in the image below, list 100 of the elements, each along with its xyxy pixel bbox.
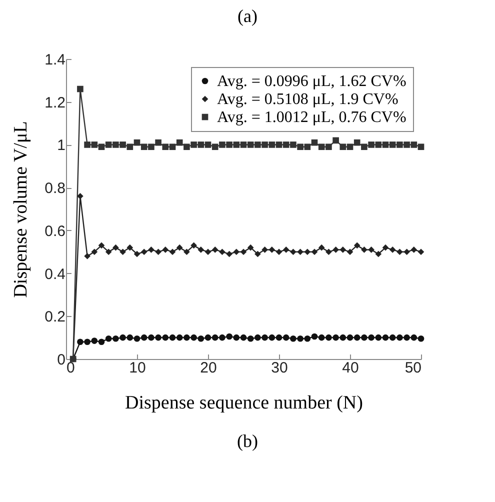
point — [226, 250, 232, 258]
point — [254, 250, 261, 258]
x-tick-label: 50 — [404, 360, 422, 376]
point — [368, 142, 374, 148]
x-tick-label: 40 — [342, 360, 359, 376]
point — [262, 142, 268, 148]
chart-title: (a) — [236, 5, 258, 27]
point — [375, 250, 382, 258]
point — [326, 334, 332, 341]
point — [404, 334, 410, 341]
point — [84, 252, 90, 260]
point — [226, 333, 232, 340]
point — [140, 248, 148, 256]
point — [332, 334, 339, 341]
point — [134, 250, 140, 258]
y-tick-label: 1 — [57, 137, 66, 154]
point — [105, 142, 112, 148]
point — [184, 248, 190, 256]
point — [311, 333, 318, 340]
point — [282, 334, 290, 341]
point — [297, 335, 304, 342]
point — [297, 144, 304, 150]
point — [346, 334, 354, 341]
point — [148, 246, 154, 253]
point — [198, 246, 204, 253]
point — [396, 248, 403, 256]
point — [290, 142, 296, 148]
point — [404, 248, 410, 256]
point — [340, 144, 346, 150]
point — [112, 142, 119, 148]
point — [410, 334, 418, 341]
point — [212, 334, 218, 341]
point — [169, 334, 176, 341]
point — [84, 142, 90, 148]
point — [354, 242, 360, 249]
y-tick-label: 0.6 — [44, 222, 66, 240]
point — [290, 248, 296, 256]
point — [233, 334, 240, 341]
point — [226, 142, 232, 148]
point — [190, 334, 197, 341]
point — [368, 246, 374, 253]
point — [318, 334, 325, 341]
y-tick-label: 1.4 — [44, 52, 66, 68]
point — [282, 246, 290, 253]
point — [404, 142, 410, 148]
point — [410, 142, 418, 148]
point — [204, 334, 212, 341]
point — [219, 142, 226, 148]
point — [162, 144, 169, 150]
point — [326, 144, 332, 150]
point — [318, 144, 325, 150]
point — [155, 334, 162, 341]
point — [91, 248, 98, 256]
point — [112, 335, 119, 342]
point — [98, 338, 105, 346]
point — [396, 334, 403, 341]
point — [304, 144, 311, 150]
point — [382, 334, 389, 341]
point — [240, 248, 247, 256]
point — [120, 334, 126, 341]
point — [268, 334, 276, 341]
x-tick-label: 10 — [129, 360, 146, 376]
point — [332, 137, 339, 144]
point — [389, 142, 396, 148]
legend-label: Avg. = 0.5108 μL, 1.9 CV% — [217, 91, 398, 108]
point — [389, 334, 396, 341]
point — [198, 142, 204, 148]
point — [219, 248, 226, 256]
x-tick-label: 20 — [200, 360, 217, 376]
point — [262, 334, 268, 341]
point — [184, 334, 190, 341]
point — [311, 139, 318, 146]
point — [382, 244, 389, 251]
legend-label: Avg. = 1.0012 μL, 0.76 CV% — [217, 109, 406, 126]
point — [112, 244, 119, 251]
point — [77, 192, 84, 200]
point — [346, 144, 354, 150]
point — [140, 334, 148, 341]
point — [198, 335, 204, 342]
point — [240, 334, 247, 341]
point — [120, 248, 126, 256]
point — [418, 248, 424, 256]
point — [354, 334, 360, 341]
point — [190, 142, 197, 148]
point — [268, 246, 276, 253]
point — [297, 248, 304, 256]
point — [276, 334, 282, 341]
y-tick-label: 0.2 — [44, 308, 66, 326]
point — [77, 86, 84, 92]
point — [389, 246, 396, 253]
point — [155, 139, 162, 146]
point — [240, 142, 247, 148]
point — [418, 144, 424, 150]
point — [98, 242, 105, 249]
point — [382, 142, 389, 148]
point — [247, 142, 254, 148]
x-tick-label: 30 — [271, 360, 288, 376]
point — [304, 335, 311, 342]
point — [176, 244, 183, 251]
point — [120, 142, 126, 148]
